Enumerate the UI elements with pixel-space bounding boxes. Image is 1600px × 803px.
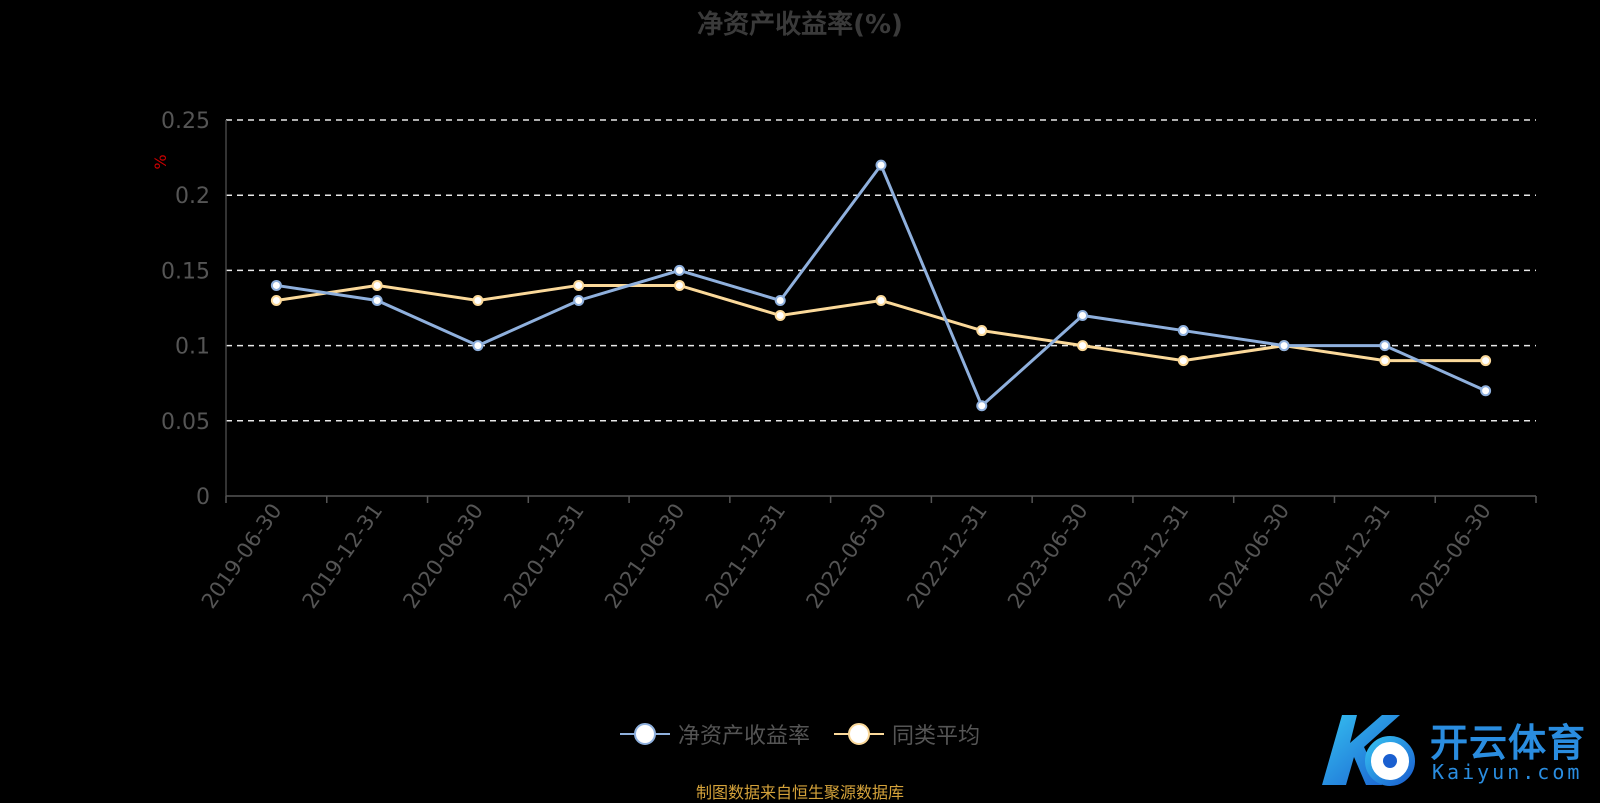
- x-tick-label: 2025-06-30: [1406, 499, 1496, 613]
- data-point[interactable]: [371, 279, 383, 291]
- y-tick-label: 0.15: [161, 259, 210, 284]
- legend-label-peer-average: 同类平均: [892, 724, 981, 749]
- data-point[interactable]: [976, 325, 988, 337]
- legend-marker-roe: [619, 723, 670, 745]
- data-point[interactable]: [371, 294, 383, 306]
- data-point[interactable]: [1278, 340, 1290, 352]
- y-tick-label: 0.25: [161, 109, 210, 134]
- legend-item-roe[interactable]: 净资产收益率: [619, 718, 810, 750]
- data-point[interactable]: [1379, 355, 1391, 367]
- data-point[interactable]: [1480, 385, 1492, 397]
- y-tick-label: 0: [196, 485, 210, 510]
- x-tick-label: 2021-12-31: [701, 499, 791, 613]
- source-note: 制图数据来自恒生聚源数据库: [695, 783, 904, 802]
- data-point[interactable]: [270, 294, 282, 306]
- data-point[interactable]: [875, 294, 887, 306]
- watermark-subtext: Kaiyun.com: [1432, 760, 1583, 784]
- y-tick-labels: 0 0.05 0.1 0.15 0.2 0.25: [161, 109, 210, 510]
- series-lines: [270, 159, 1492, 412]
- data-point[interactable]: [976, 400, 988, 412]
- x-tick-label: 2022-06-30: [801, 499, 891, 613]
- data-point[interactable]: [1077, 340, 1089, 352]
- data-point[interactable]: [1177, 355, 1189, 367]
- x-tick-label: 2023-06-30: [1003, 499, 1093, 613]
- x-tick-labels: 2019-06-30 2019-12-31 2020-06-30 2020-12-31…: [197, 499, 1496, 613]
- watermark-logo: 开云体育 Kaiyun.com: [1312, 700, 1600, 800]
- data-point[interactable]: [774, 310, 786, 322]
- data-point[interactable]: [1480, 355, 1492, 367]
- data-point[interactable]: [673, 279, 685, 291]
- x-tick-label: 2019-12-31: [298, 499, 388, 613]
- y-tick-label: 0.05: [161, 410, 210, 435]
- chart-title: 净资产收益率(%): [697, 10, 903, 40]
- data-point[interactable]: [774, 294, 786, 306]
- series-line-0: [276, 162, 1487, 409]
- data-point[interactable]: [1177, 325, 1189, 337]
- watermark-text: 开云体育: [1430, 721, 1587, 765]
- data-point[interactable]: [472, 340, 484, 352]
- y-axis-label: %: [151, 154, 170, 169]
- data-point[interactable]: [472, 294, 484, 306]
- x-tick-label: 2020-06-30: [398, 499, 488, 613]
- legend: 净资产收益率 同类平均: [0, 718, 1600, 750]
- x-tick-label: 2024-06-30: [1205, 499, 1295, 613]
- x-tick-label: 2021-06-30: [600, 499, 690, 613]
- x-tick-label: 2023-12-31: [1104, 499, 1194, 613]
- legend-label-roe: 净资产收益率: [677, 724, 810, 749]
- legend-item-peer-average[interactable]: 同类平均: [834, 718, 980, 750]
- data-point[interactable]: [1077, 310, 1089, 322]
- x-tick-label: 2020-12-31: [499, 499, 589, 613]
- data-point[interactable]: [875, 159, 887, 171]
- y-tick-label: 0.1: [175, 335, 210, 360]
- data-point[interactable]: [1379, 340, 1391, 352]
- x-tick-label: 2022-12-31: [902, 499, 992, 613]
- y-tick-label: 0.2: [175, 184, 210, 209]
- data-point[interactable]: [673, 264, 685, 276]
- data-point[interactable]: [573, 294, 585, 306]
- x-tick-label: 2019-06-30: [197, 499, 287, 613]
- data-point[interactable]: [573, 279, 585, 291]
- x-tick-label: 2024-12-31: [1305, 499, 1395, 613]
- axes: [225, 120, 1537, 503]
- legend-marker-peer-average: [834, 723, 884, 745]
- kaiyun-logo-icon: [1322, 715, 1415, 786]
- data-point[interactable]: [270, 279, 282, 291]
